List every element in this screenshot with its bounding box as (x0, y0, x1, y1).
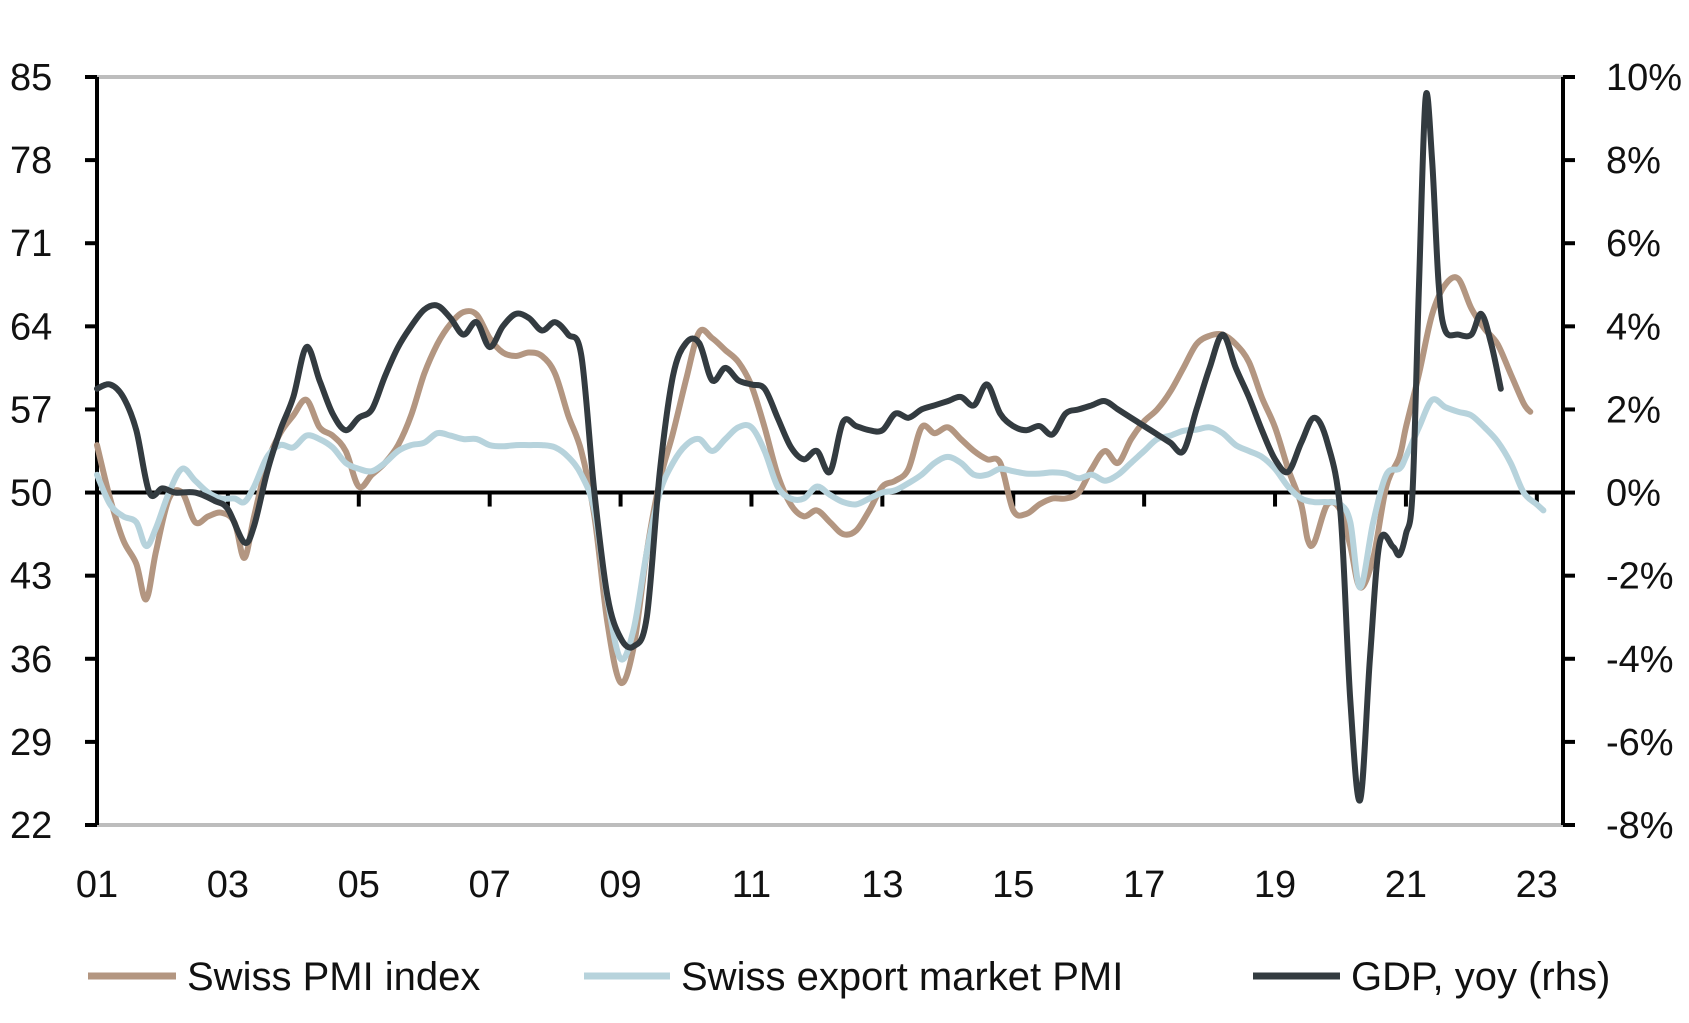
x-tick-label: 17 (1123, 864, 1165, 906)
x-tick-label: 13 (861, 864, 903, 906)
legend-label: GDP, yoy (rhs) (1351, 955, 1610, 999)
x-tick-label: 09 (599, 864, 641, 906)
y-right-tick-label: -4% (1606, 639, 1674, 681)
y-left-tick-label: 78 (10, 140, 52, 182)
y-right-tick-label: 10% (1606, 57, 1682, 99)
legend-label: Swiss PMI index (187, 955, 480, 999)
y-left-tick-label: 85 (10, 57, 52, 99)
series-line-1 (94, 274, 1534, 687)
y-left-tick-label: 36 (10, 639, 52, 681)
legend: Swiss PMI index Swiss export market PMI GD… (88, 955, 1610, 999)
grid-layer (97, 75, 1563, 827)
y-right-tick-label: 8% (1606, 140, 1661, 182)
series-line-3 (94, 90, 1504, 804)
x-tick-label: 01 (76, 864, 118, 906)
y-left-tick-label: 57 (10, 389, 52, 431)
y-left-tick-label: 29 (10, 722, 52, 764)
x-tick-label: 21 (1385, 864, 1427, 906)
y-left-tick-label: 43 (10, 556, 52, 598)
x-tick-label: 07 (469, 864, 511, 906)
y-right-tick-label: -6% (1606, 722, 1674, 764)
y-left-tick-label: 22 (10, 805, 52, 847)
y-left-tick-label: 64 (10, 306, 52, 348)
x-tick-label: 19 (1254, 864, 1296, 906)
y-left-tick-label: 71 (10, 223, 52, 265)
label-layer: 22 29 36 43 50 57 64 71 78 85 -8% -6% -4% -2% 0% 2% 4% 6%… (10, 57, 1682, 906)
series-line-2 (94, 396, 1547, 663)
x-tick-label: 11 (732, 864, 771, 906)
y-right-tick-label: 6% (1606, 223, 1661, 265)
series-layer (94, 90, 1547, 804)
x-tick-label: 23 (1516, 864, 1558, 906)
x-tick-label: 05 (338, 864, 380, 906)
y-right-tick-label: 2% (1606, 389, 1661, 431)
y-right-tick-label: 0% (1606, 473, 1661, 515)
y-right-tick-label: 4% (1606, 306, 1661, 348)
x-tick-label: 03 (207, 864, 249, 906)
y-right-tick-label: -2% (1606, 556, 1674, 598)
x-tick-label: 15 (992, 864, 1034, 906)
y-left-tick-label: 50 (10, 473, 52, 515)
y-right-tick-label: -8% (1606, 805, 1674, 847)
legend-label: Swiss export market PMI (681, 955, 1123, 999)
